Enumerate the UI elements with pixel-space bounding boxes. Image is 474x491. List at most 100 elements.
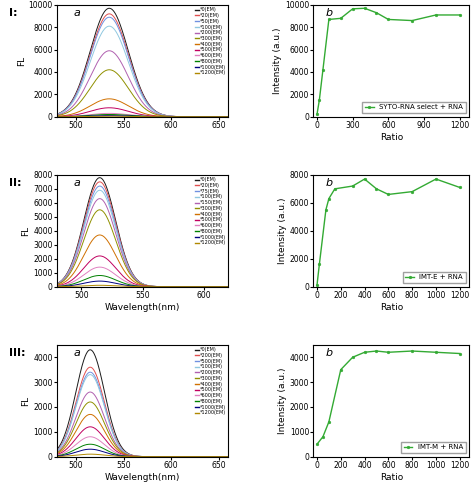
*400(EM) bbox=[155, 454, 161, 460]
*400(EM) bbox=[106, 96, 112, 102]
*100(EM) bbox=[106, 23, 112, 29]
*500(EM) bbox=[84, 261, 90, 267]
*150(EM) bbox=[99, 196, 104, 202]
*1200(EM) bbox=[54, 114, 60, 120]
*800(EM) bbox=[84, 275, 90, 281]
*600(EM) bbox=[183, 114, 189, 120]
*0(EM) bbox=[183, 454, 189, 460]
*600(EM) bbox=[84, 112, 90, 118]
X-axis label: Wavelength(nm): Wavelength(nm) bbox=[105, 302, 180, 312]
*800(EM) bbox=[226, 284, 231, 290]
*1000(EM) bbox=[54, 453, 60, 459]
*0(EM) bbox=[155, 454, 161, 460]
*75(EM) bbox=[226, 284, 231, 290]
*300(EM) bbox=[169, 113, 174, 119]
*150(EM) bbox=[54, 281, 60, 287]
*300(EM) bbox=[84, 227, 90, 233]
*600(EM) bbox=[155, 113, 161, 119]
*20(EM) bbox=[155, 110, 161, 116]
*20(EM) bbox=[169, 284, 174, 290]
*50(EM) bbox=[169, 113, 174, 119]
*75(EM) bbox=[99, 184, 104, 190]
*1000(EM) bbox=[155, 284, 161, 290]
*1200(EM) bbox=[132, 284, 137, 290]
*300(EM) bbox=[169, 284, 174, 290]
Text: I:: I: bbox=[9, 8, 18, 18]
*600(EM) bbox=[183, 454, 189, 460]
*1000(EM) bbox=[169, 454, 174, 460]
*300(EM) bbox=[183, 284, 189, 290]
*20(EM) bbox=[226, 284, 231, 290]
*500(EM) bbox=[183, 284, 189, 290]
*1000(EM) bbox=[97, 278, 103, 284]
*75(EM) bbox=[183, 284, 189, 290]
*500(EM) bbox=[54, 283, 60, 289]
*500(EM) bbox=[183, 454, 189, 460]
*500(EM) bbox=[155, 454, 161, 460]
*300(EM) bbox=[132, 453, 137, 459]
*400(EM) bbox=[54, 113, 60, 119]
Text: a: a bbox=[74, 8, 81, 18]
*300(EM) bbox=[87, 399, 93, 405]
*500(EM) bbox=[183, 114, 189, 120]
*300(EM) bbox=[155, 112, 161, 118]
Line: *100(EM): *100(EM) bbox=[57, 375, 228, 457]
Line: *50(EM): *50(EM) bbox=[57, 17, 228, 117]
Line: *0(EM): *0(EM) bbox=[57, 178, 228, 287]
*200(EM) bbox=[132, 87, 137, 93]
*100(EM) bbox=[132, 77, 137, 82]
*300(EM) bbox=[169, 454, 174, 460]
*1200(EM) bbox=[183, 454, 189, 460]
Line: *20(EM): *20(EM) bbox=[57, 182, 228, 287]
*500(EM) bbox=[54, 113, 60, 119]
*100(EM) bbox=[155, 110, 161, 116]
*0(EM) bbox=[87, 347, 93, 353]
*800(EM) bbox=[84, 112, 90, 118]
Line: *300(EM): *300(EM) bbox=[57, 70, 228, 117]
*300(EM) bbox=[226, 284, 231, 290]
*20(EM) bbox=[54, 281, 60, 287]
*100(EM) bbox=[169, 113, 174, 119]
*150(EM) bbox=[84, 219, 90, 225]
*0(EM) bbox=[98, 15, 104, 21]
*200(EM) bbox=[84, 390, 90, 396]
*200(EM) bbox=[183, 454, 189, 460]
*500(EM) bbox=[87, 424, 93, 430]
*300(EM) bbox=[84, 90, 90, 96]
*50(EM) bbox=[84, 63, 90, 69]
*1200(EM) bbox=[84, 113, 90, 119]
Legend: IMT-E + RNA: IMT-E + RNA bbox=[403, 272, 466, 283]
*400(EM) bbox=[84, 105, 90, 110]
*500(EM) bbox=[132, 281, 137, 287]
*200(EM) bbox=[98, 54, 104, 60]
*0(EM) bbox=[97, 175, 103, 181]
*500(EM) bbox=[99, 391, 104, 397]
*300(EM) bbox=[54, 113, 60, 119]
*500(EM) bbox=[84, 425, 90, 431]
*800(EM) bbox=[169, 284, 174, 290]
*400(EM) bbox=[87, 411, 93, 417]
Line: *100(EM): *100(EM) bbox=[57, 26, 228, 117]
*800(EM) bbox=[132, 454, 137, 460]
*500(EM) bbox=[54, 448, 60, 454]
*100(EM) bbox=[97, 187, 103, 193]
*1000(EM) bbox=[183, 114, 189, 120]
*600(EM) bbox=[183, 284, 189, 290]
*500(EM) bbox=[155, 284, 161, 290]
*200(EM) bbox=[132, 453, 137, 459]
*800(EM) bbox=[97, 273, 103, 278]
*100(EM) bbox=[84, 213, 90, 219]
*200(EM) bbox=[132, 453, 137, 459]
*300(EM) bbox=[84, 400, 90, 406]
*600(EM) bbox=[155, 284, 161, 290]
*1000(EM) bbox=[155, 114, 161, 120]
Line: *1200(EM): *1200(EM) bbox=[57, 454, 228, 457]
Y-axis label: Intensity (a.u.): Intensity (a.u.) bbox=[278, 197, 287, 264]
Line: *1200(EM): *1200(EM) bbox=[57, 285, 228, 287]
*1000(EM) bbox=[132, 283, 137, 289]
Text: b: b bbox=[326, 8, 333, 18]
*600(EM) bbox=[155, 454, 161, 460]
*1200(EM) bbox=[87, 451, 93, 457]
*200(EM) bbox=[87, 389, 93, 395]
*0(EM) bbox=[155, 110, 161, 116]
